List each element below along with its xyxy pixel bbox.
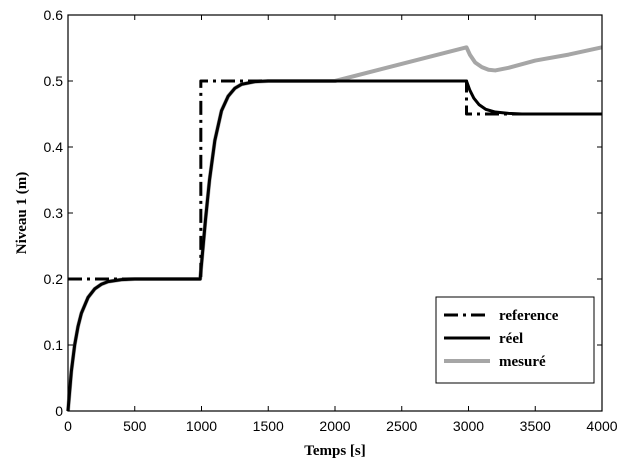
series-layer bbox=[66, 45, 603, 412]
y-axis-title: Niveau 1 (m) bbox=[14, 172, 30, 255]
y-tick-label: 0.2 bbox=[44, 271, 64, 287]
x-tick-label: 3000 bbox=[453, 418, 484, 434]
legend-label-1: reference bbox=[499, 308, 559, 324]
y-tick-label: 0.3 bbox=[44, 205, 64, 221]
series-line-1 bbox=[68, 79, 602, 281]
x-tick-label: 500 bbox=[123, 418, 147, 434]
legend-label-3: mesuré bbox=[499, 354, 546, 370]
y-tick-label: 0.4 bbox=[44, 139, 64, 155]
y-tick-label: 0.1 bbox=[44, 337, 64, 353]
legend-box bbox=[435, 296, 595, 384]
x-tick-label: 2500 bbox=[386, 418, 417, 434]
y-tick-label: 0 bbox=[55, 403, 63, 419]
x-axis-title: Temps [s] bbox=[304, 443, 366, 459]
x-tick-label: 4000 bbox=[586, 418, 617, 434]
x-tick-label: 1000 bbox=[186, 418, 217, 434]
x-tick-label: 1500 bbox=[253, 418, 284, 434]
ticks-layer: 0 500 1000 1500 2000 2500 3000 3500 4000 0 0.1 0.2 0… bbox=[44, 7, 618, 434]
legend: reference réel mesuré bbox=[435, 296, 595, 384]
x-tick-label: 3500 bbox=[520, 418, 551, 434]
y-tick-label: 0.5 bbox=[44, 73, 64, 89]
y-tick-label: 0.6 bbox=[44, 7, 64, 23]
x-tick-label: 2000 bbox=[319, 418, 350, 434]
series-line-2 bbox=[66, 79, 602, 412]
legend-label-2: réel bbox=[499, 331, 523, 347]
x-tick-label: 0 bbox=[64, 418, 72, 434]
